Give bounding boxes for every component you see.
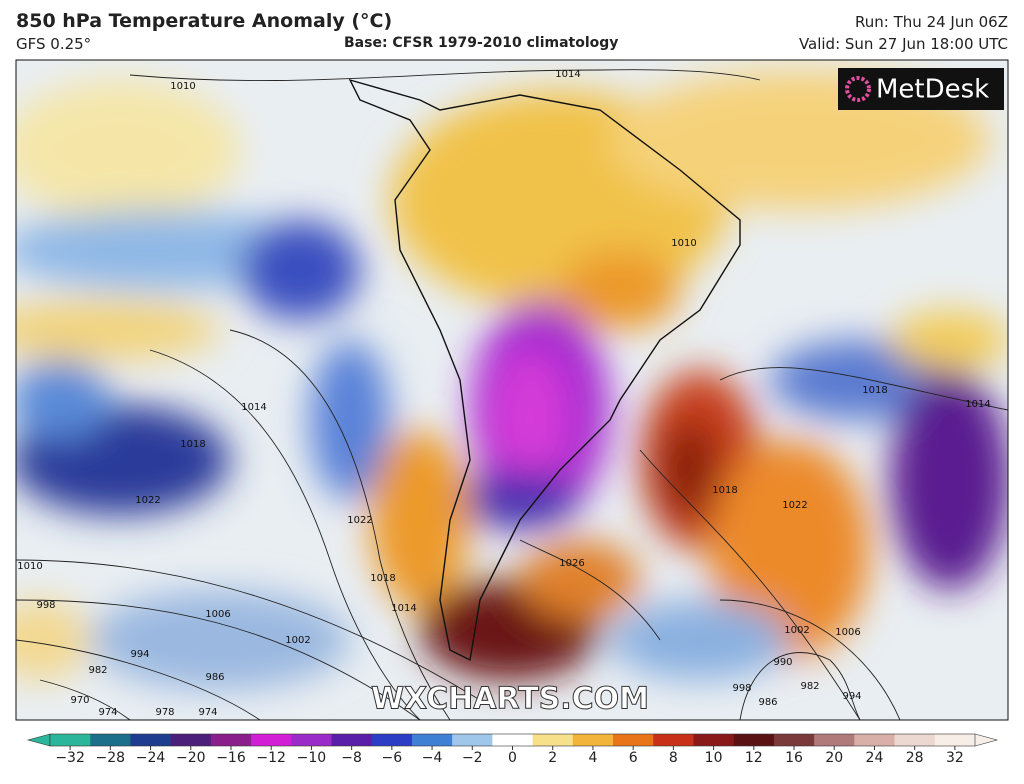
colorbar-label: −16 [216,750,246,766]
isobar-label: 994 [130,649,149,660]
colorbar-label: 12 [745,750,763,766]
isobar-label: 982 [800,681,819,692]
colorbar-label: 4 [588,750,597,766]
colorbar-label: 2 [548,750,557,766]
colorbar: −32 −28 −24 −20 −16 −12 −10 −8 −6 −4 −2 0 2 4 6 8 10 12 16… [26,733,999,766]
isobar-label: 970 [70,695,89,706]
isobar-label: 1018 [180,439,205,450]
colorbar-segment [411,734,453,746]
colorbar-label: 32 [946,750,964,766]
colorbar-segment [693,734,735,746]
colorbar-label: 24 [866,750,884,766]
isobar-label: 986 [205,672,224,683]
map: WXCHARTS.COM [16,60,1008,720]
isobar-label: 998 [732,683,751,694]
isobar-label: 1018 [712,485,737,496]
watermark: WXCHARTS.COM [371,682,649,717]
isobar-label: 1006 [835,627,860,638]
isobar-label: 1014 [965,399,990,410]
isobar-label: 1010 [17,561,42,572]
isobar-label: 986 [758,697,777,708]
colorbar-arrow-right [974,733,999,747]
logo: MetDesk [876,75,989,105]
isobar-label: 1026 [559,558,584,569]
colorbar-segment [572,734,614,746]
colorbar-arrow-left [26,733,51,747]
title: 850 hPa Temperature Anomaly (°C) [16,10,393,32]
colorbar-label: 6 [629,750,638,766]
colorbar-label: −20 [176,750,206,766]
colorbar-segment [251,734,292,746]
isobar-label: 1022 [347,515,372,526]
colorbar-segment [291,734,333,746]
colorbar-segment [934,734,976,746]
isobar-labels: 1010 1014 1010 1014 1018 1022 1018 1014 1022 1018… [17,69,990,718]
isobar-label: 1014 [241,402,266,413]
colorbar-label: −10 [297,750,327,766]
isobar-label: 1022 [135,495,160,506]
colorbar-segment [532,734,574,746]
colorbar-label: −4 [422,750,443,766]
run: Run: Thu 24 Jun 06Z [855,13,1008,31]
isobar-label: 1014 [391,603,416,614]
colorbar-segment [854,734,896,746]
colorbar-label: −2 [462,750,483,766]
isobar-label: 982 [88,665,107,676]
colorbar-label: −8 [341,750,362,766]
model: GFS 0.25° [16,35,92,53]
isobar-label: 1006 [205,609,230,620]
isobar-label: 1018 [370,573,395,584]
colorbar-segment [170,734,212,746]
colorbar-label: 16 [785,750,803,766]
colorbar-segment [452,734,493,746]
isobar-label: 1002 [285,635,310,646]
colorbar-label: −28 [96,750,126,766]
isobar-label: 998 [36,600,55,611]
colorbar-segment [130,734,172,746]
colorbar-segment [492,734,534,746]
isobar-label: 1014 [555,69,580,80]
colorbar-label: −24 [136,750,166,766]
colorbar-segment [331,734,373,746]
isobar-label: 1018 [862,385,887,396]
colorbar-segment [371,734,413,746]
colorbar-segment [894,734,936,746]
colorbar-label: −6 [382,750,403,766]
colorbar-segment [50,734,91,746]
isobar-label: 1010 [170,81,195,92]
base: Base: CFSR 1979-2010 climatology [344,35,619,51]
colorbar-label: −32 [55,750,85,766]
isobar-label: 978 [155,707,174,718]
colorbar-label: 0 [508,750,517,766]
colorbar-label: 20 [825,750,843,766]
colorbar-segment [653,734,694,746]
logo-box [838,68,1004,110]
colorbar-label: 8 [669,750,678,766]
colorbar-segment [733,734,775,746]
colorbar-segment [90,734,131,746]
isobar-label: 1022 [782,500,807,511]
isobar-label: 974 [198,707,217,718]
colorbar-label: 28 [906,750,924,766]
isobar-label: 994 [842,691,861,702]
colorbar-segment [613,734,654,746]
isobar-label: 1002 [784,625,809,636]
colorbar-label: 10 [705,750,723,766]
isobar-label: 974 [98,707,117,718]
colorbar-segment [814,734,855,746]
colorbar-segment [210,734,252,746]
colorbar-segment [773,734,815,746]
isobar-label: 990 [773,657,792,668]
valid: Valid: Sun 27 Jun 18:00 UTC [798,35,1008,53]
colorbar-label: −12 [256,750,286,766]
isobar-label: 1010 [671,238,696,249]
